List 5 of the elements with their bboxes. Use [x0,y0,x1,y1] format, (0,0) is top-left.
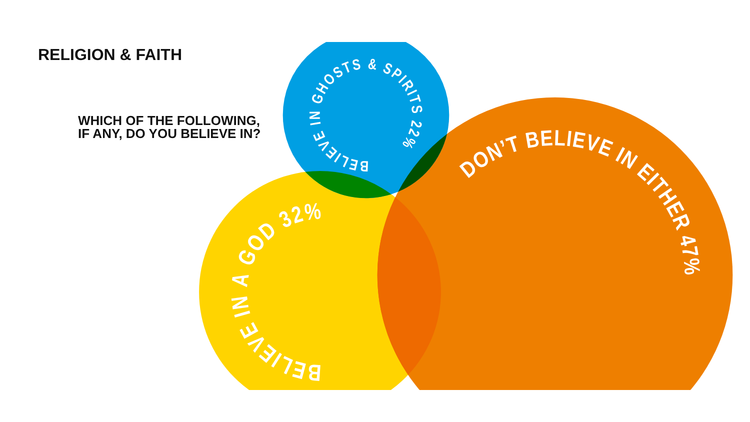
text: WHICH OF THE FOLLOWING, IF ANY, DO YOU BELIEVE IN? [78,113,262,141]
text: RELIGION & FAITH [38,47,182,65]
data-label: 32% [275,198,322,234]
category-label: DON’T BELIEVE IN EITHER [456,126,694,234]
data-label: 47% [674,232,704,276]
